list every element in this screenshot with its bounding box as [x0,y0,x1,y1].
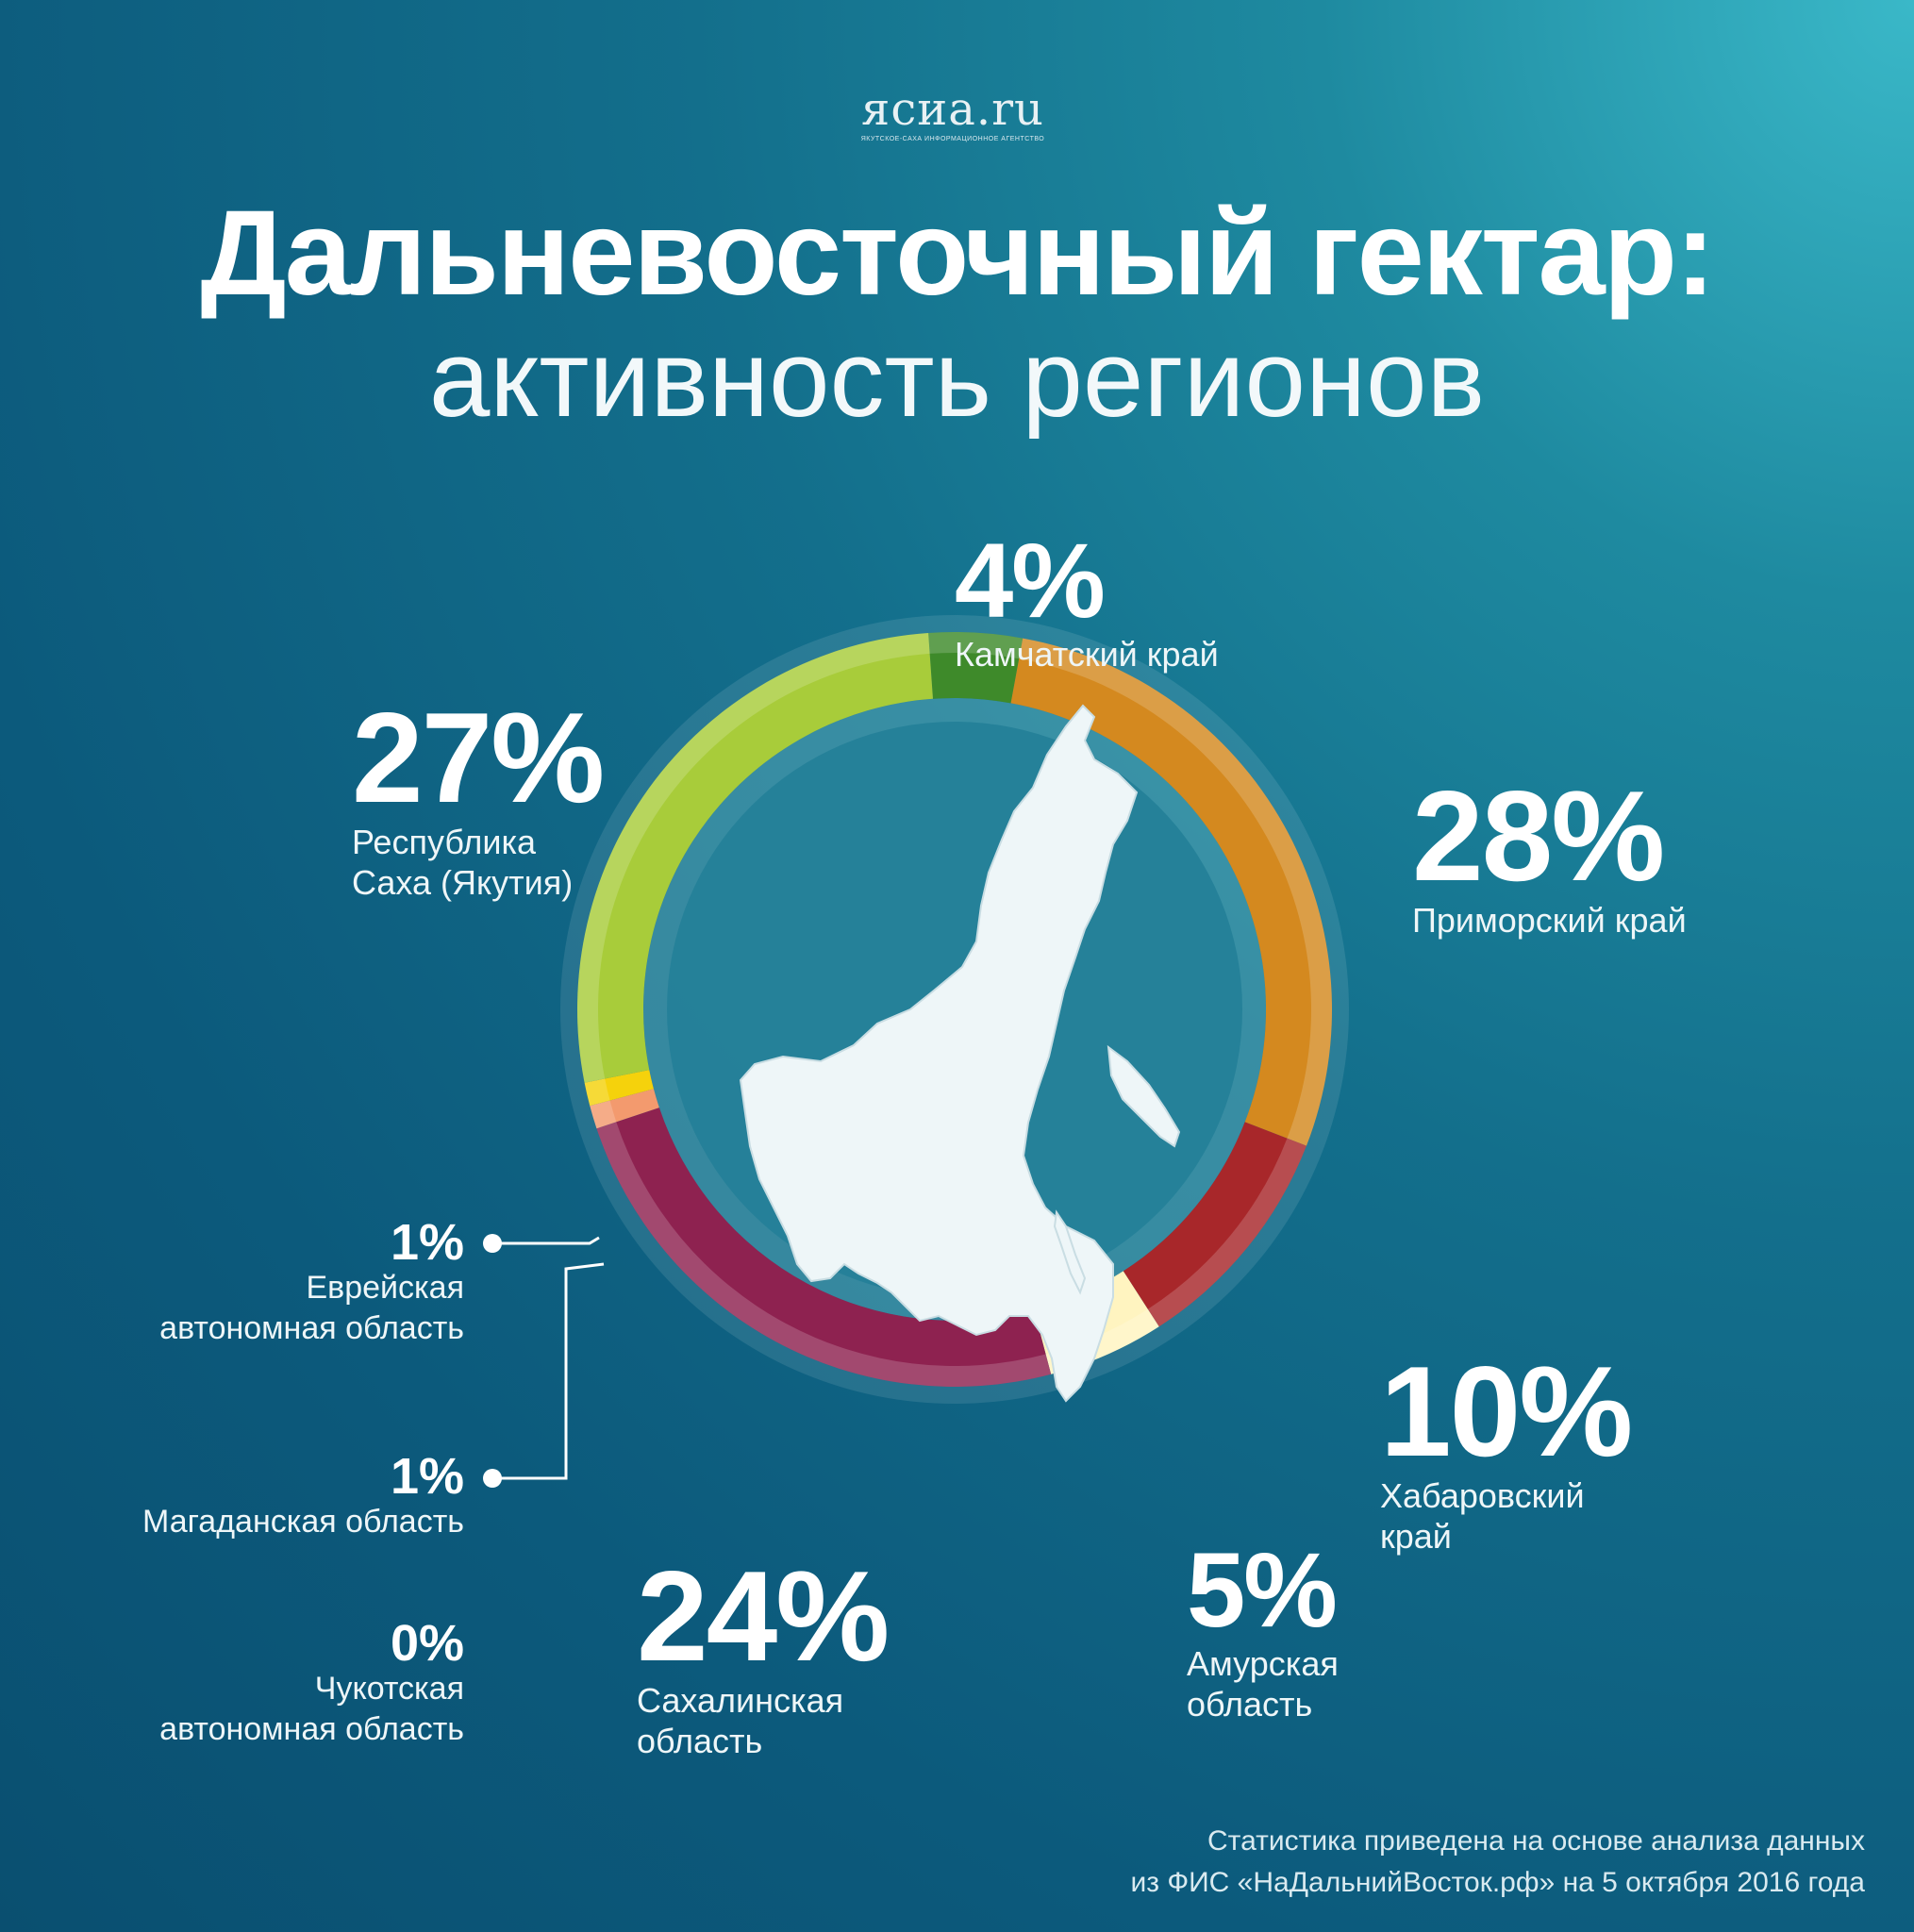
label-khabarovsk: 10% Хабаровский край [1380,1340,1633,1557]
magadan-percent: 1% [390,1448,464,1505]
donut-slice-highlight-0 [928,632,1024,659]
label-kamchatka: 4% Камчатский край [955,528,1219,675]
amur-region-line2: область [1187,1685,1313,1724]
footnote: Статистика приведена на основе анализа д… [1130,1821,1865,1904]
donut-slice-7 [576,632,933,1083]
donut-slices [576,632,1332,1387]
jewish-callout-dot [483,1234,502,1253]
far-east-map [739,704,1181,1403]
label-primorsky: 28% Приморский край [1412,772,1687,941]
primorsky-region: Приморский край [1412,901,1687,940]
callout-lines [492,1236,605,1480]
donut-slice-highlight-6 [584,1078,610,1107]
amur-region-line1: Амурская [1187,1644,1339,1683]
donut-slice-highlight-4 [596,1122,1052,1387]
magadan-region: Магаданская область [142,1504,464,1540]
amur-percent: 5% [1187,1531,1338,1649]
label-sakha: 27% Республика Саха (Якутия) [352,686,605,903]
map-mainland [739,704,1139,1403]
khabarovsk-region-line1: Хабаровский [1380,1476,1585,1515]
donut-slice-1 [1010,638,1332,1146]
sakhalin-percent: 24% [637,1544,890,1688]
sakha-region-line2: Саха (Якутия) [352,863,574,902]
sakhalin-region-line1: Сахалинская [637,1681,844,1720]
page-title: Дальневосточный гектар: [200,186,1716,321]
kamchatka-percent: 4% [955,522,1106,640]
sakha-percent: 27% [352,686,605,829]
jewish-region-line1: Еврейская [306,1270,465,1306]
sakhalin-region-line2: область [637,1722,763,1760]
donut-slice-2 [1123,1122,1307,1327]
sakha-region-line1: Республика [352,823,537,861]
label-jewish: 1% Еврейская автономная область [159,1217,464,1349]
donut-slice-highlight-2 [1147,1138,1307,1327]
page-subtitle: активность регионов [428,317,1486,440]
footnote-line1: Статистика приведена на основе анализа д… [1207,1825,1865,1857]
chukotka-region-line2: автономная область [159,1711,464,1747]
map-kamchatka [1107,1044,1181,1148]
donut-slice-5 [590,1089,659,1129]
chukotka-region-line1: Чукотская [314,1671,464,1707]
label-sakhalin: 24% Сахалинская область [637,1544,890,1761]
jewish-callout-line [492,1236,600,1245]
logo: ясиа.ru ЯКУТСКОЕ-САХА ИНФОРМАЦИОННОЕ АГЕ… [849,87,1057,142]
jewish-region-line2: автономная область [159,1310,464,1346]
primorsky-percent: 28% [1412,764,1665,908]
magadan-callout-dot [483,1469,502,1488]
donut-slice-0 [928,632,1024,704]
khabarovsk-percent: 10% [1380,1340,1633,1483]
map-sakhalin [1053,1209,1087,1295]
donut-slice-highlight-5 [590,1100,617,1129]
donut-slice-4 [596,1108,1052,1387]
donut-slice-6 [584,1070,654,1107]
label-magadan: 1% Магаданская область [142,1451,464,1542]
jewish-percent: 1% [390,1214,464,1271]
khabarovsk-region-line2: край [1380,1517,1452,1556]
magadan-callout-line [492,1262,605,1480]
logo-tagline: ЯКУТСКОЕ-САХА ИНФОРМАЦИОННОЕ АГЕНТСТВО [860,136,1045,142]
label-chukotka: 0% Чукотская автономная область [159,1618,464,1750]
kamchatka-region: Камчатский край [955,635,1219,674]
label-amur: 5% Амурская область [1187,1538,1339,1724]
chukotka-percent: 0% [390,1615,464,1672]
logo-name: ясиа.ru [861,83,1044,136]
footnote-line2: из ФИС «НаДальнийВосток.рф» на 5 октября… [1130,1867,1865,1898]
